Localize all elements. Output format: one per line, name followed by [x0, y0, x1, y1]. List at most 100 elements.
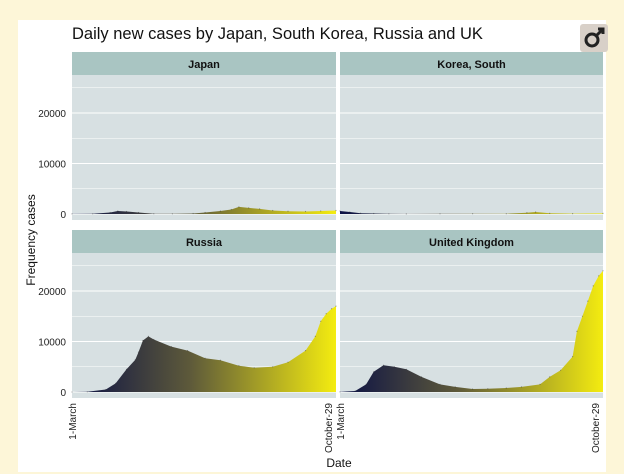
data-point	[581, 315, 584, 317]
data-point	[382, 364, 385, 366]
data-point	[505, 213, 507, 215]
data-point	[539, 383, 541, 385]
data-point	[115, 382, 117, 384]
data-point	[71, 213, 73, 215]
facet-panel	[72, 75, 336, 220]
data-point	[592, 285, 594, 287]
data-point	[92, 213, 94, 215]
data-point	[125, 210, 128, 213]
y-tick-label: 20000	[38, 109, 66, 120]
data-point	[439, 383, 441, 385]
facet-strip	[340, 230, 603, 253]
data-point	[339, 391, 341, 393]
data-point	[125, 368, 128, 370]
data-point	[354, 390, 356, 392]
facet-strip-label: Japan	[188, 59, 220, 71]
data-point	[405, 213, 407, 215]
page-title: Daily new cases by Japan, South Korea, R…	[72, 25, 483, 43]
facet-panel	[340, 75, 603, 220]
data-point	[187, 350, 189, 352]
data-point	[405, 368, 407, 370]
y-tick-label: 10000	[38, 160, 66, 171]
data-point	[360, 212, 362, 214]
x-tick-label: 1-March	[68, 403, 79, 440]
data-point	[192, 212, 194, 215]
x-tick-label: October-29	[324, 403, 335, 453]
data-point	[439, 213, 441, 215]
data-point	[587, 300, 589, 302]
data-point	[549, 212, 551, 214]
data-point	[505, 387, 507, 389]
facet-strip-label: Korea, South	[437, 59, 506, 71]
data-point	[259, 208, 261, 210]
data-point	[314, 335, 316, 337]
data-point	[134, 359, 136, 361]
data-point	[204, 357, 206, 359]
data-point	[526, 212, 528, 214]
data-point	[373, 371, 375, 373]
data-point	[86, 391, 88, 393]
data-point	[117, 210, 119, 212]
data-point	[272, 209, 274, 212]
data-point	[331, 308, 333, 310]
data-point	[320, 210, 322, 212]
data-point	[560, 369, 562, 371]
data-point	[142, 339, 144, 342]
data-point	[170, 346, 172, 348]
data-point	[272, 366, 274, 368]
data-point	[287, 361, 289, 363]
data-point	[602, 212, 604, 214]
data-point	[304, 350, 307, 352]
facet-united-kingdom: United Kingdom	[339, 230, 604, 398]
data-point	[373, 212, 375, 215]
data-point	[304, 210, 307, 213]
data-point	[472, 213, 474, 215]
data-point	[487, 388, 489, 390]
data-point	[335, 209, 337, 212]
data-point	[325, 313, 327, 315]
data-point	[349, 211, 351, 213]
data-point	[253, 367, 255, 369]
facet-russia: Russia	[71, 230, 337, 398]
data-point	[71, 391, 73, 393]
y-tick-label: 0	[60, 210, 66, 221]
y-tick-label: 20000	[38, 287, 66, 298]
data-point	[219, 359, 221, 361]
facet-strip-label: United Kingdom	[429, 237, 514, 249]
facet-strip-label: Russia	[186, 237, 223, 249]
y-axis-label: Frequency cases	[24, 194, 38, 285]
data-point	[147, 335, 149, 337]
data-point	[388, 213, 390, 215]
data-point	[535, 211, 537, 213]
x-axis-label: Date	[326, 456, 352, 470]
data-point	[171, 213, 173, 215]
facet-strip	[340, 52, 603, 75]
data-point	[238, 365, 240, 367]
data-point	[335, 305, 337, 307]
data-point	[549, 376, 551, 378]
data-point	[420, 376, 423, 378]
data-point	[454, 386, 456, 388]
facet-korea-south: Korea, South	[339, 52, 604, 220]
x-tick-label: October-29	[591, 403, 602, 453]
y-tick-label: 0	[60, 388, 66, 399]
data-point	[339, 210, 341, 212]
data-point	[572, 356, 574, 358]
data-point	[230, 208, 232, 211]
data-point	[572, 213, 574, 215]
data-point	[598, 275, 600, 277]
data-point	[320, 320, 322, 322]
facet-strip	[72, 52, 336, 75]
data-point	[105, 388, 107, 391]
facet-strip	[72, 230, 336, 253]
y-tick-label: 10000	[38, 338, 66, 349]
data-point	[602, 270, 604, 272]
data-point	[248, 207, 250, 209]
data-point	[576, 330, 578, 332]
series-area-korea-south	[340, 211, 603, 214]
data-point	[393, 366, 395, 368]
facet-japan: Japan	[71, 52, 337, 220]
venus-mars-logo-icon	[580, 24, 608, 52]
data-point	[153, 338, 155, 341]
